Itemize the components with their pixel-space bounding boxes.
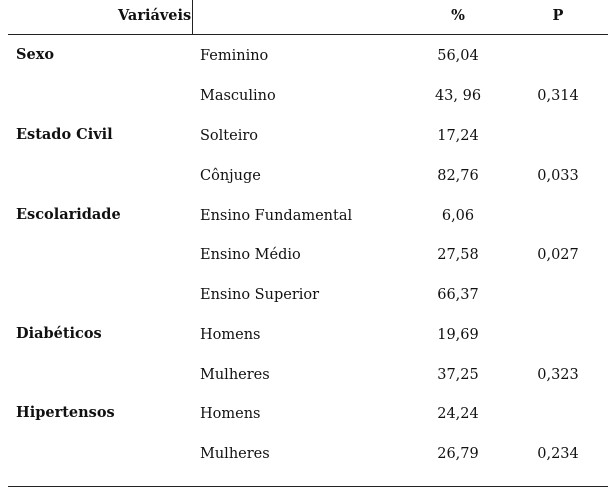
- row-label: Feminino: [200, 48, 269, 64]
- row-p: 0,323: [537, 367, 579, 383]
- row-percent: 66,37: [437, 287, 479, 303]
- row-p: 0,234: [537, 446, 579, 462]
- row-percent: 43, 96: [434, 88, 482, 104]
- row-label: Homens: [200, 406, 261, 422]
- row-p: 0,033: [537, 168, 579, 184]
- header-variable: Variáveis: [118, 7, 192, 24]
- row-percent: 24,24: [437, 406, 479, 422]
- row-label: Mulheres: [200, 446, 270, 462]
- row-label: Masculino: [200, 88, 276, 104]
- row-p: 0,314: [537, 88, 579, 104]
- row-percent: 19,69: [437, 327, 479, 343]
- header-rule: [8, 34, 608, 35]
- category-label: Estado Civil: [16, 126, 113, 143]
- row-percent: 17,24: [437, 128, 479, 144]
- row-p: 0,027: [537, 247, 579, 263]
- category-label: Diabéticos: [16, 325, 102, 342]
- row-label: Mulheres: [200, 367, 270, 383]
- row-percent: 26,79: [437, 446, 479, 462]
- category-label: Escolaridade: [16, 206, 121, 223]
- data-table: Variáveis % P Sexo Feminino 56,04 Mascul…: [8, 0, 608, 488]
- header-percent: %: [451, 7, 465, 24]
- row-label: Solteiro: [200, 128, 259, 144]
- bottom-rule: [8, 486, 608, 487]
- row-label: Ensino Superior: [200, 287, 320, 303]
- header-column-divider: [192, 0, 193, 35]
- row-percent: 56,04: [437, 48, 479, 64]
- row-label: Ensino Fundamental: [200, 208, 353, 224]
- header-p: P: [552, 7, 564, 24]
- row-percent: 6,06: [441, 208, 475, 224]
- row-label: Ensino Médio: [200, 247, 301, 263]
- row-label: Cônjuge: [200, 168, 261, 184]
- row-percent: 37,25: [437, 367, 479, 383]
- category-label: Hipertensos: [16, 404, 115, 421]
- row-percent: 27,58: [437, 247, 479, 263]
- row-label: Homens: [200, 327, 261, 343]
- row-percent: 82,76: [437, 168, 479, 184]
- category-label: Sexo: [16, 46, 55, 63]
